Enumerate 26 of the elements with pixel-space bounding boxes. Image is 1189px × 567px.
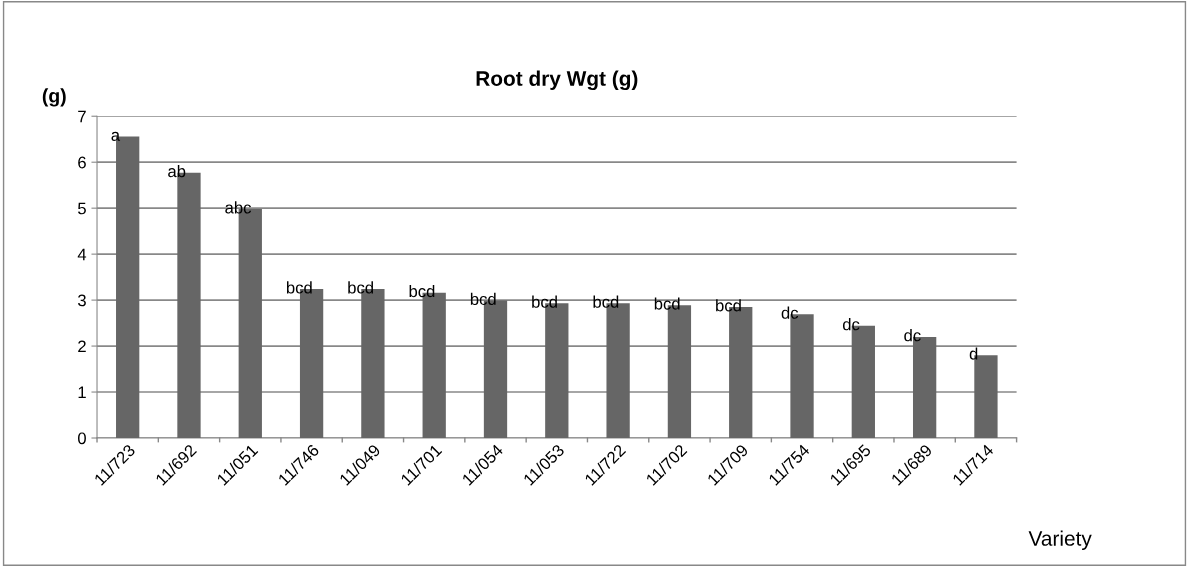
annotation: d	[969, 347, 978, 360]
y-tick-label: 4	[77, 248, 87, 261]
annotation: bcd	[654, 297, 680, 310]
annotation: dc	[904, 329, 921, 342]
y-tick-label: 6	[78, 156, 86, 169]
y-tick-label: 7	[78, 110, 86, 123]
y-tick-label: 0	[77, 432, 86, 445]
annotation: bcd	[348, 281, 373, 294]
annotation: bcd	[716, 299, 741, 312]
annotation: bcd	[470, 292, 496, 306]
annotation: ab	[168, 165, 186, 178]
y-tick-label: 1	[78, 386, 86, 399]
y-tick-label: 5	[78, 202, 86, 215]
annotation: dc	[842, 318, 860, 331]
annotation: bcd	[593, 295, 619, 308]
x-axis-title: Variety	[1028, 530, 1092, 550]
annotation: dc	[781, 306, 799, 319]
y-tick-label: 2	[78, 340, 86, 353]
chart-title: Root dry Wgt (g)	[476, 70, 638, 91]
y-tick-label: 3	[77, 294, 86, 307]
annotation: abc	[225, 201, 252, 214]
annotation: bcd	[409, 284, 435, 298]
y-axis-title: (g)	[42, 88, 66, 107]
annotation: bcd	[286, 281, 312, 294]
annotation: a	[111, 131, 121, 141]
annotation: bcd	[532, 295, 557, 308]
